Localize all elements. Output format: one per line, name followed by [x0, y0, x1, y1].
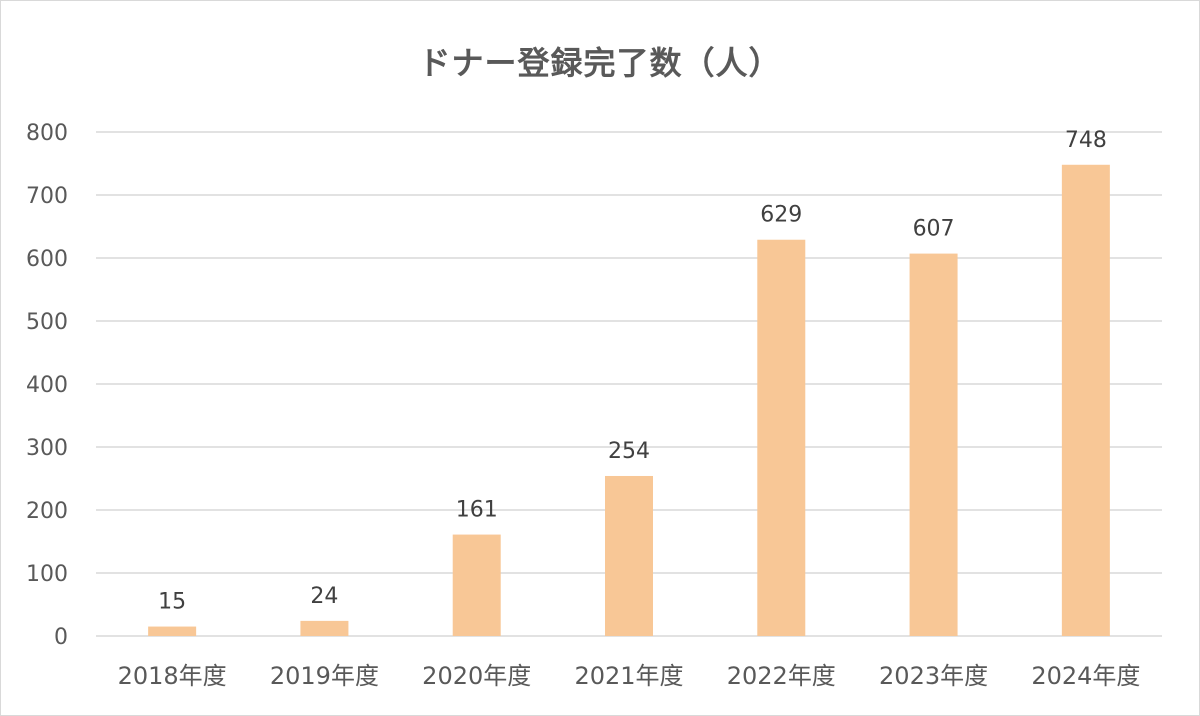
data-label: 161: [456, 498, 498, 523]
bar: [909, 253, 958, 636]
y-tick-label: 800: [26, 121, 68, 146]
y-tick-label: 100: [26, 562, 68, 587]
bar: [452, 534, 501, 636]
y-tick-label: 300: [26, 436, 68, 461]
y-axis-ticks: 0 100 200 300 400 500 600 700 800: [26, 121, 68, 650]
data-label: 15: [158, 590, 186, 615]
x-tick-label: 2018年度: [118, 662, 227, 690]
y-tick-label: 700: [26, 184, 68, 209]
data-label: 748: [1065, 128, 1107, 153]
bar: [605, 475, 653, 636]
x-tick-label: 2022年度: [727, 662, 836, 690]
x-tick-label: 2020年度: [422, 662, 531, 690]
bar: [148, 626, 197, 636]
data-label: 254: [608, 439, 650, 464]
x-tick-label: 2024年度: [1031, 662, 1140, 690]
bar: [757, 239, 806, 637]
y-tick-label: 600: [26, 247, 68, 272]
y-tick-label: 0: [54, 625, 68, 650]
x-tick-label: 2023年度: [879, 662, 988, 690]
y-tick-label: 200: [26, 499, 68, 524]
x-tick-label: 2021年度: [574, 662, 683, 690]
bars: [148, 164, 1110, 637]
x-tick-label: 2019年度: [270, 662, 379, 690]
data-label: 24: [310, 584, 338, 609]
y-tick-label: 500: [26, 310, 68, 335]
data-labels: 15 24 161 254 629 607 748: [158, 128, 1107, 615]
data-label: 607: [913, 217, 955, 242]
data-label: 629: [760, 203, 802, 228]
chart-title: ドナー登録完了数（人）: [418, 44, 782, 82]
x-axis-labels: 2018年度 2019年度 2020年度 2021年度 2022年度 2023年度 2024…: [118, 662, 1141, 690]
bar: [1061, 164, 1110, 636]
y-tick-label: 400: [26, 373, 68, 398]
bar: [300, 620, 349, 636]
